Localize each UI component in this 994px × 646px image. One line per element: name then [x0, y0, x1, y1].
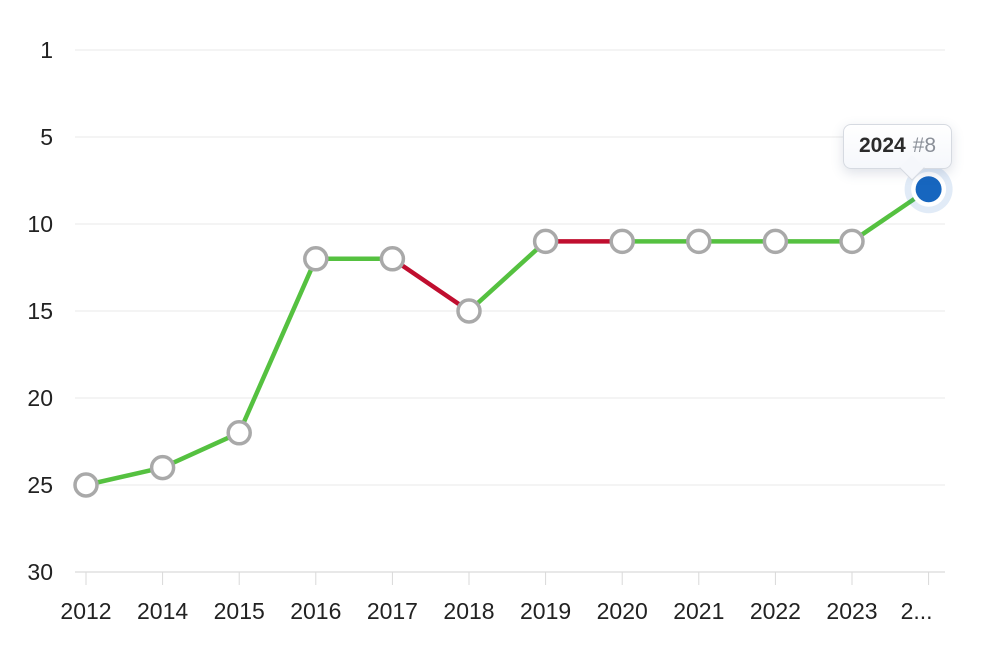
- y-tick-label: 10: [27, 211, 53, 237]
- data-point-2020[interactable]: [609, 228, 635, 255]
- line-segment-improve: [83, 465, 165, 488]
- x-tick-label: 2...: [901, 598, 933, 624]
- line-segment-decline: [390, 256, 472, 314]
- data-point-2023[interactable]: [839, 228, 865, 255]
- data-point-2012[interactable]: [73, 472, 99, 498]
- x-tick-label: 2023: [826, 598, 877, 624]
- y-tick-label: 25: [27, 472, 53, 498]
- x-tick-label: 2012: [60, 598, 111, 624]
- data-point-2021[interactable]: [686, 228, 712, 255]
- data-point-2014[interactable]: [149, 454, 176, 481]
- x-tick-label: 2019: [520, 598, 571, 624]
- line-segment-improve: [466, 239, 548, 314]
- x-tick-label: 2017: [367, 598, 418, 624]
- line-segment-improve: [236, 256, 319, 436]
- tooltip-year-label: 2024: [859, 134, 906, 157]
- x-tick-label: 2021: [673, 598, 724, 624]
- x-tick-label: 2018: [443, 598, 494, 624]
- x-tick-label: 2015: [214, 598, 265, 624]
- data-point-2024[interactable]: [915, 176, 942, 203]
- tooltip: 2024 #8: [843, 124, 953, 181]
- tooltip-rank-label: #8: [912, 134, 937, 157]
- x-tick-label: 2014: [137, 598, 188, 624]
- y-tick-label: 30: [27, 559, 53, 585]
- data-point-2018[interactable]: [456, 298, 482, 324]
- x-tick-label: 2022: [750, 598, 801, 624]
- data-point-2016[interactable]: [303, 246, 329, 272]
- y-tick-label: 15: [27, 298, 53, 324]
- tooltip-box: 2024 #8: [843, 124, 953, 169]
- data-point-2019[interactable]: [532, 228, 559, 255]
- line-segment-improve: [160, 430, 242, 470]
- y-tick-label: 1: [40, 37, 53, 63]
- x-tick-label: 2020: [597, 598, 648, 624]
- data-point-2017[interactable]: [379, 246, 406, 272]
- data-point-2022[interactable]: [762, 228, 789, 255]
- y-tick-label: 20: [27, 385, 53, 411]
- y-tick-label: 5: [40, 124, 53, 150]
- data-point-2015[interactable]: [226, 420, 252, 446]
- x-tick-label: 2016: [290, 598, 341, 624]
